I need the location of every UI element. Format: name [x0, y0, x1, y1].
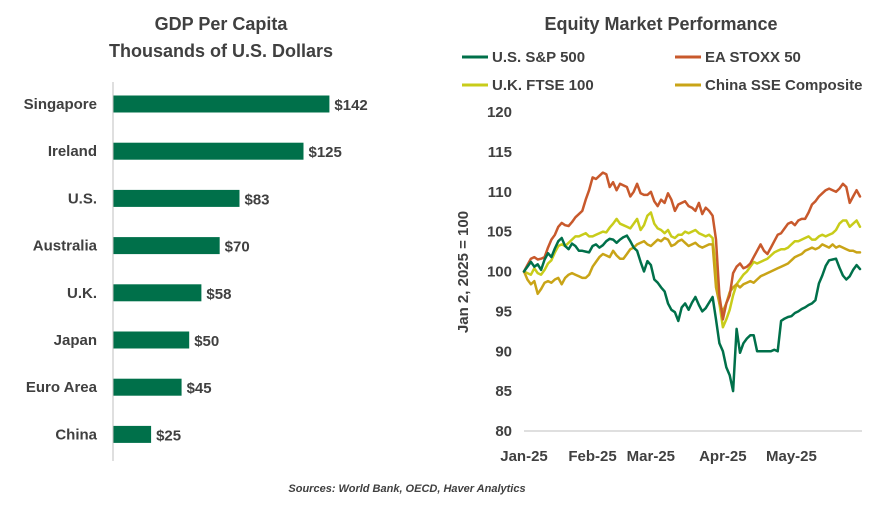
y-tick-90: 90: [495, 343, 512, 360]
y-tick-85: 85: [495, 383, 512, 400]
bar-category-ireland: Ireland: [48, 143, 97, 160]
bar-category-japan: Japan: [54, 332, 97, 349]
series-line-ftse: [522, 211, 862, 329]
gdp-value-labels: $142 $125 $83 $70 $58 $50 $45 $25: [156, 97, 368, 444]
y-tick-115: 115: [488, 144, 512, 161]
bar-value-ireland: $125: [309, 144, 342, 161]
legend-label-ftse: U.K. FTSE 100: [492, 77, 594, 94]
bar-category-australia: Australia: [33, 238, 98, 255]
legend-label-sse: China SSE Composite: [705, 77, 863, 94]
legend-item-sp500: U.S. S&P 500: [462, 49, 585, 66]
gdp-category-labels: Singapore Ireland U.S. Australia U.K. Japan Eu…: [24, 96, 98, 443]
bar-category-singapore: Singapore: [24, 96, 97, 113]
source-note: Sources: World Bank, OECD, Haver Analyti…: [288, 483, 525, 495]
equity-chart-title: Equity Market Performance: [544, 14, 777, 34]
y-tick-120: 120: [487, 104, 512, 121]
gdp-chart-title: GDP Per Capita: [155, 14, 289, 34]
gdp-bar-chart: GDP Per Capita Thousands of U.S. Dollars…: [24, 14, 368, 461]
y-tick-80: 80: [495, 423, 512, 440]
x-tick-feb-25: Feb-25: [568, 448, 616, 465]
bar-singapore: [113, 95, 330, 113]
bar-value-singapore: $142: [334, 97, 367, 114]
gdp-bars: [113, 95, 330, 443]
bar-euro-area: [113, 378, 182, 396]
bar-category-euro-area: Euro Area: [26, 379, 98, 396]
legend-label-sp500: U.S. S&P 500: [492, 49, 585, 66]
x-tick-apr-25: Apr-25: [699, 448, 747, 465]
legend-item-ftse: U.K. FTSE 100: [462, 77, 594, 94]
bar-value-euro-area: $45: [187, 380, 212, 397]
equity-line-chart: Equity Market Performance U.S. S&P 500 E…: [455, 14, 863, 465]
x-tick-mar-25: Mar-25: [627, 448, 675, 465]
y-tick-110: 110: [488, 184, 512, 201]
series-line-stoxx: [522, 171, 862, 321]
equity-y-tick-labels: 120 115 110 105 100 95 90 85 80: [487, 104, 512, 440]
y-tick-100: 100: [487, 264, 512, 281]
bar-category-china: China: [55, 426, 97, 443]
series-line-sp500: [522, 234, 862, 393]
legend-item-sse: China SSE Composite: [675, 77, 863, 94]
equity-x-tick-labels: Jan-25 Feb-25 Mar-25 Apr-25 May-25: [500, 448, 817, 465]
equity-legend: U.S. S&P 500 EA STOXX 50 U.K. FTSE 100 C…: [462, 49, 863, 94]
equity-y-axis-label: Jan 2, 2025 = 100: [455, 211, 472, 333]
x-tick-jan-25: Jan-25: [500, 448, 548, 465]
equity-series-lines: [522, 171, 862, 393]
x-tick-may-25: May-25: [766, 448, 817, 465]
bar-u-k: [113, 284, 202, 302]
bar-value-japan: $50: [194, 333, 219, 350]
bar-value-australia: $70: [225, 239, 250, 256]
bar-ireland: [113, 142, 304, 160]
legend-item-stoxx: EA STOXX 50: [675, 49, 801, 66]
bar-value-china: $25: [156, 427, 181, 444]
bar-value-u-k: $58: [206, 286, 231, 303]
y-tick-95: 95: [495, 303, 512, 320]
gdp-chart-subtitle: Thousands of U.S. Dollars: [109, 41, 333, 61]
bar-category-u-k: U.K.: [67, 285, 97, 302]
series-line-sse: [522, 236, 862, 313]
bar-value-u-s: $83: [244, 191, 269, 208]
bar-japan: [113, 331, 190, 349]
bar-china: [113, 425, 152, 443]
legend-label-stoxx: EA STOXX 50: [705, 49, 801, 66]
bar-australia: [113, 237, 220, 255]
bar-u-s: [113, 189, 240, 207]
y-tick-105: 105: [487, 224, 512, 241]
bar-category-u-s: U.S.: [68, 190, 97, 207]
